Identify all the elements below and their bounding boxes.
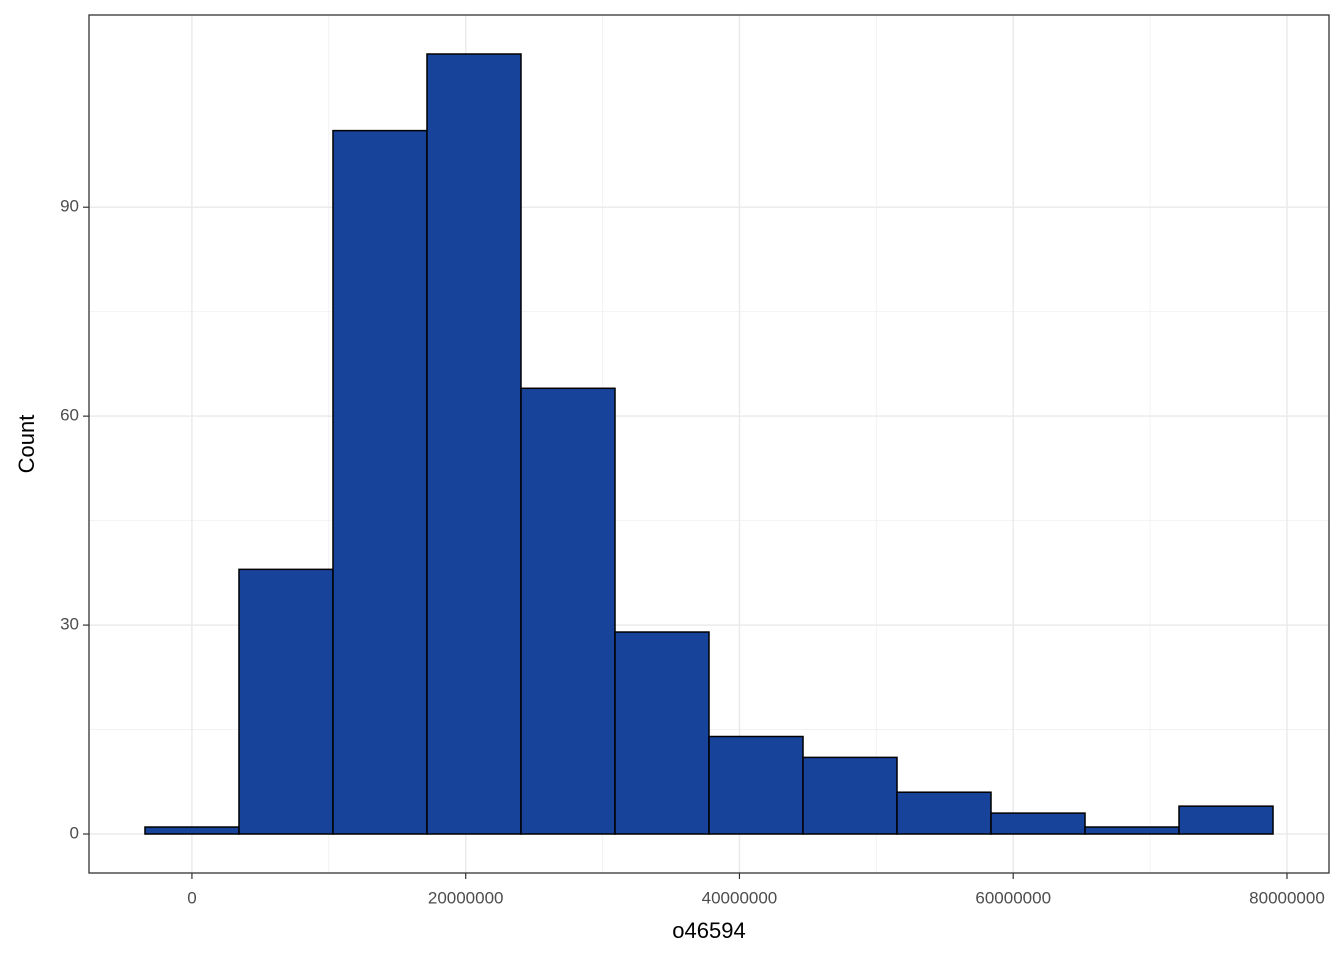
x-tick-label: 60000000 bbox=[975, 888, 1051, 907]
bar bbox=[708, 735, 804, 835]
bar bbox=[1178, 805, 1274, 835]
y-tick-label: 90 bbox=[60, 197, 79, 216]
x-axis-title: o46594 bbox=[672, 918, 745, 943]
bar bbox=[896, 791, 992, 835]
x-tick-label: 20000000 bbox=[428, 888, 504, 907]
y-axis-title: Count bbox=[14, 415, 39, 474]
panel-border bbox=[88, 14, 1330, 874]
bar bbox=[426, 53, 522, 835]
bar bbox=[614, 631, 710, 835]
x-tick-label: 0 bbox=[187, 888, 196, 907]
x-tick-label: 80000000 bbox=[1249, 888, 1325, 907]
bar bbox=[1084, 826, 1180, 835]
bar bbox=[802, 756, 898, 835]
y-tick-label: 0 bbox=[70, 823, 79, 842]
bar bbox=[332, 129, 428, 835]
y-tick-label: 30 bbox=[60, 615, 79, 634]
x-tick-label: 40000000 bbox=[702, 888, 778, 907]
bar bbox=[990, 812, 1086, 835]
bar bbox=[238, 568, 334, 835]
bar bbox=[520, 387, 616, 835]
bar bbox=[144, 826, 240, 835]
y-tick-label: 60 bbox=[60, 406, 79, 425]
